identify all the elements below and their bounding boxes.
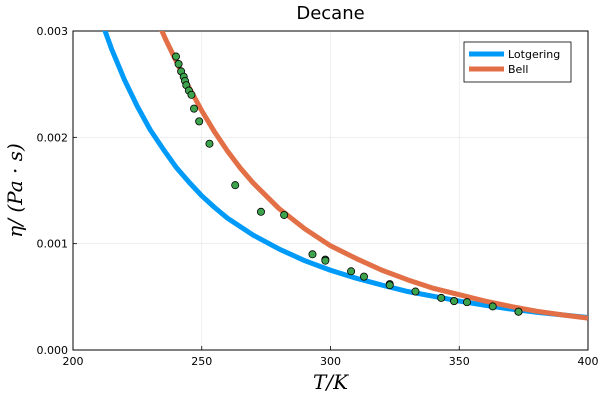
data-point: [385, 281, 394, 290]
y-axis-label: η/ (Pa · s): [3, 143, 27, 238]
x-tick-label: 350: [449, 355, 470, 368]
legend-box: [463, 41, 572, 83]
y-tick-label: 0.003: [37, 25, 69, 38]
x-axis-label: T/K: [313, 370, 349, 394]
chart-title: Decane: [296, 3, 364, 24]
x-tick-label: 400: [578, 355, 599, 368]
data-point: [308, 250, 317, 259]
data-point: [195, 117, 204, 126]
x-tick-label: 250: [191, 355, 212, 368]
data-point: [347, 267, 356, 276]
y-tick-label: 0.002: [37, 131, 69, 144]
data-point: [321, 256, 330, 265]
legend: Lotgering Bell: [463, 41, 572, 83]
data-point: [411, 287, 420, 296]
x-tick-label: 200: [63, 355, 84, 368]
legend-label-bell: Bell: [508, 63, 528, 76]
data-point: [462, 298, 471, 307]
series-line-lotgering: [102, 31, 588, 321]
data-point: [280, 210, 289, 219]
data-point: [231, 181, 240, 190]
data-point: [256, 207, 265, 216]
data-point: [359, 272, 368, 281]
data-point: [450, 297, 459, 306]
data-point: [488, 302, 497, 311]
data-point: [205, 139, 214, 148]
data-point: [514, 307, 523, 316]
x-tick-label: 300: [320, 355, 341, 368]
data-point: [174, 59, 183, 68]
legend-label-lotgering: Lotgering: [508, 48, 560, 61]
data-point: [190, 104, 199, 113]
series: [102, 31, 588, 321]
ticks: 200 250 300 350 400 0.000 0.001 0.002 0.003: [37, 25, 599, 368]
y-tick-label: 0.000: [37, 344, 69, 357]
data-point: [187, 90, 196, 99]
data-point: [437, 293, 446, 302]
y-tick-label: 0.001: [37, 238, 69, 251]
data-point: [171, 52, 180, 61]
